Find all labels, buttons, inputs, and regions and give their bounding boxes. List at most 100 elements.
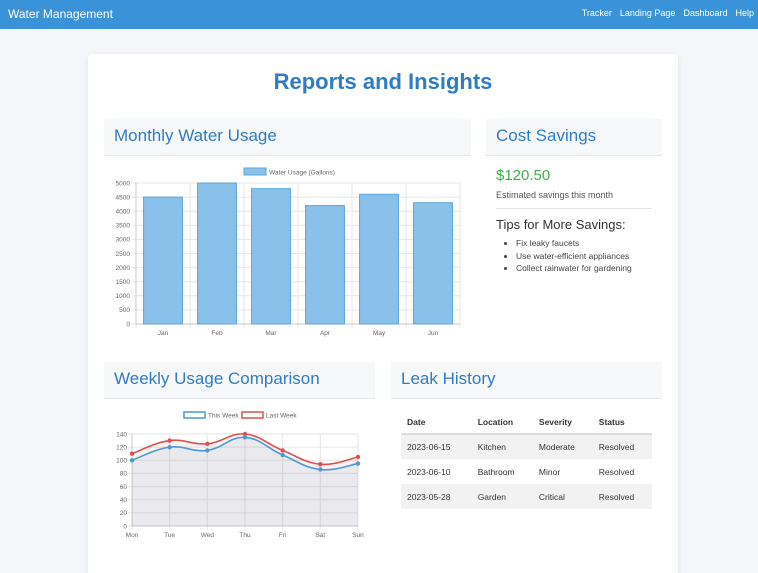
y-tick-label: 2500: [116, 251, 131, 258]
nav-link-help[interactable]: Help: [735, 8, 754, 18]
legend-swatch-1: [241, 411, 264, 419]
weekly-comparison-card: Weekly Usage Comparison This Week Last We…: [104, 362, 375, 562]
leak-history-card: Leak History Date Location Severity Stat…: [391, 362, 662, 562]
column-header-location: Location: [471, 410, 533, 435]
nav-link-landing-page[interactable]: Landing Page: [619, 8, 676, 18]
point-series-1-thu: [242, 431, 248, 437]
cell-status: Resolved: [592, 484, 652, 509]
y-tick-label: 60: [120, 484, 128, 491]
cell-location: Garden: [471, 484, 533, 509]
y-tick-label: 20: [120, 510, 128, 517]
y-tick-label: 3000: [116, 237, 131, 244]
legend-label-0: This Week: [208, 413, 239, 420]
x-tick-label: Tue: [164, 532, 175, 539]
tip-item: Use water-efficient appliances: [516, 250, 632, 263]
point-series-0-tue: [167, 444, 172, 450]
point-series-1-sun: [355, 454, 361, 460]
point-series-1-sat: [318, 462, 323, 467]
point-series-1-mon: [129, 451, 135, 456]
y-tick-label: 80: [120, 471, 128, 478]
bar-mar: [251, 188, 291, 325]
y-tick-label: 4000: [116, 209, 131, 216]
monthly-usage-card: Monthly Water Usage Water Usage (Gallons…: [104, 119, 471, 339]
point-series-1-fri: [280, 448, 285, 453]
tips-list: Fix leaky faucets Use water-efficient ap…: [516, 237, 632, 275]
bar-apr: [305, 205, 345, 325]
cell-location: Bathroom: [477, 466, 515, 477]
y-tick-label: 140: [116, 431, 127, 438]
x-tick-label: Jun: [428, 330, 439, 337]
savings-amount: $120.50: [496, 167, 551, 184]
bar-may: [359, 193, 399, 325]
cell-status: Resolved: [592, 434, 652, 459]
nav-link-dashboard[interactable]: Dashboard: [683, 8, 728, 18]
point-series-0-sun: [355, 461, 361, 466]
y-tick-label: 40: [120, 497, 128, 504]
x-tick-label: Wed: [201, 532, 215, 539]
legend-swatch-0: [183, 411, 206, 419]
cell-severity: Critical: [532, 484, 593, 509]
leak-history-title: Leak History: [401, 369, 496, 388]
x-tick-label: Apr: [320, 330, 331, 337]
legend-swatch: [243, 167, 267, 176]
tip-item: Collect rainwater for gardening: [516, 262, 632, 275]
reports-container: Reports and Insights Monthly Water Usage…: [88, 54, 678, 573]
area-series-0: [132, 437, 358, 526]
weekly-comparison-header: Weekly Usage Comparison: [104, 362, 375, 399]
monthly-usage-title: Monthly Water Usage: [114, 126, 277, 145]
column-header-status: Status: [592, 410, 652, 435]
y-tick-label: 2000: [116, 265, 131, 272]
table-header-row: Date Location Severity Status: [401, 410, 652, 435]
weekly-comparison-chart: This Week Last Week 0 20 40 60 80 100 120 140 Mon T…: [116, 411, 364, 539]
table-row: 2023-06-15 Kitchen Moderate Resolved: [401, 434, 652, 459]
y-tick-label: 120: [116, 444, 127, 451]
y-tick-label: 4500: [116, 194, 131, 201]
cell-status: Resolved: [598, 466, 635, 477]
table-row: 2023-06-10 Bathroom Minor Resolved: [401, 459, 652, 484]
x-tick-label: Fri: [279, 532, 287, 539]
nav-links: Tracker Landing Page Dashboard Help: [574, 8, 754, 18]
x-tick-label: Mar: [265, 330, 277, 337]
table-row: 2023-05-28 Garden Critical Resolved: [401, 484, 652, 509]
bar-jan: [143, 196, 183, 325]
nav-link-tracker[interactable]: Tracker: [581, 8, 612, 18]
y-tick-label: 100: [116, 458, 127, 465]
tips-title: Tips for More Savings:: [496, 217, 626, 232]
cell-date: 2023-06-10: [407, 466, 451, 477]
leak-history-table: Date Location Severity Status 2023-06-15…: [401, 410, 652, 509]
leak-history-header: Leak History: [391, 362, 662, 399]
x-tick-label: Jan: [158, 330, 169, 337]
x-tick-label: Mon: [126, 532, 139, 539]
weekly-comparison-title: Weekly Usage Comparison: [114, 369, 320, 388]
y-tick-label: 500: [119, 307, 130, 314]
cost-savings-header: Cost Savings: [486, 119, 662, 156]
point-series-0-mon: [129, 458, 135, 463]
page-title: Reports and Insights: [273, 69, 493, 94]
point-series-1-wed: [205, 441, 210, 447]
x-tick-label: Sat: [315, 532, 325, 539]
point-series-0-wed: [205, 448, 210, 453]
point-series-0-thu: [242, 435, 248, 440]
y-tick-label: 1000: [116, 293, 131, 300]
legend-label: Water Usage (Gallons): [269, 170, 335, 177]
point-series-1-tue: [167, 438, 172, 443]
bar-feb: [197, 182, 237, 325]
y-tick-label: 0: [126, 321, 130, 328]
divider: [496, 208, 652, 209]
navbar: Water Management Tracker Landing Page Da…: [0, 0, 758, 29]
point-series-0-fri: [280, 452, 285, 458]
monthly-usage-header: Monthly Water Usage: [104, 119, 471, 156]
cell-severity: Moderate: [532, 434, 593, 459]
cell-severity: Minor: [538, 466, 561, 477]
cost-savings-card: Cost Savings $120.50 Estimated savings t…: [486, 119, 662, 339]
brand-link[interactable]: Water Management: [8, 7, 113, 21]
savings-description: Estimated savings this month: [496, 190, 614, 200]
cell-date: 2023-06-15: [401, 434, 472, 459]
area-series-1: [132, 433, 358, 526]
y-tick-label: 5000: [116, 180, 131, 187]
column-header-severity: Severity: [532, 410, 593, 435]
y-tick-label: 0: [123, 523, 127, 530]
monthly-usage-chart: Water Usage (Gallons) 0 500 1000 1500 2000 250…: [116, 167, 461, 337]
cell-date: 2023-05-28: [401, 484, 472, 509]
bar-jun: [413, 202, 453, 325]
